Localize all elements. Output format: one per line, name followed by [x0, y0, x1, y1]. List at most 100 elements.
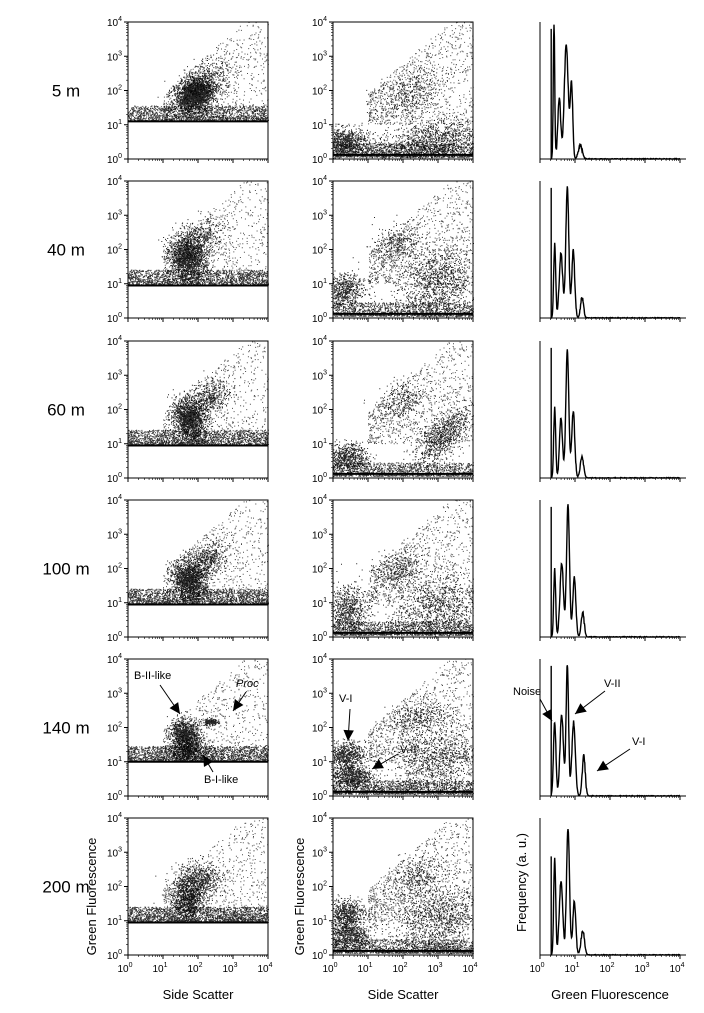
gate-blank: [128, 285, 268, 318]
y-tick-exponent: 4: [118, 653, 122, 660]
histogram-panel: [539, 181, 686, 322]
annotation-arrow-head: [597, 760, 609, 771]
y-tick-label: 104: [312, 175, 327, 188]
y-tick-label: 104: [107, 175, 122, 188]
depth-label: 60 m: [47, 401, 85, 420]
y-tick-exponent: 3: [118, 846, 122, 853]
y-axis-label: Green Fluorescence: [292, 838, 307, 956]
histogram-line: [550, 504, 681, 639]
x-tick-exponent: 0: [541, 962, 545, 969]
event-dots: [333, 752, 387, 795]
annotation-arrow-head: [542, 709, 552, 721]
y-tick-exponent: 4: [118, 16, 122, 23]
y-tick-exponent: 0: [118, 153, 122, 160]
y-tick-exponent: 4: [118, 175, 122, 182]
y-tick-label: 102: [107, 85, 122, 98]
x-tick-label: 103: [634, 962, 649, 975]
y-tick-exponent: 3: [323, 846, 327, 853]
x-tick-label: 103: [427, 962, 442, 975]
y-tick-label: 100: [312, 949, 327, 962]
event-dots: [167, 532, 240, 596]
event-dots: [372, 220, 474, 319]
y-tick-exponent: 1: [118, 597, 122, 604]
annotations: B-II-like Proc B-I-like V-I V-II Noise V-II V-I: [134, 670, 645, 786]
event-dots: [361, 866, 474, 955]
y-tick-exponent: 3: [323, 369, 327, 376]
event-dots: [333, 913, 383, 954]
event-dots: [368, 818, 474, 922]
event-dots: [175, 369, 242, 428]
y-tick-label: 103: [312, 209, 327, 222]
y-tick-exponent: 2: [323, 563, 327, 570]
y-tick-label: 101: [312, 278, 327, 291]
y-tick-exponent: 0: [323, 153, 327, 160]
event-dots: [363, 372, 436, 436]
y-tick-exponent: 4: [118, 335, 122, 342]
y-tick-label: 102: [312, 881, 327, 894]
y-tick-label: 102: [312, 404, 327, 417]
y-tick-label: 104: [107, 653, 122, 666]
y-tick-exponent: 3: [323, 50, 327, 57]
histogram-panel: [539, 500, 686, 641]
event-dots: [173, 50, 240, 109]
x-tick-exponent: 4: [269, 962, 273, 969]
gate-blank: [128, 761, 268, 796]
y-tick-exponent: 2: [323, 404, 327, 411]
y-tick-exponent: 1: [323, 119, 327, 126]
y-tick-label: 100: [312, 472, 327, 485]
y-tick-exponent: 4: [323, 175, 327, 182]
y-tick-exponent: 4: [323, 494, 327, 501]
annotation-arrow-head: [372, 759, 384, 769]
x-axis-label: Green Fluorescence: [551, 987, 669, 1002]
annotation-label: B-I-like: [204, 774, 238, 786]
annotation-label: V-I: [339, 693, 352, 705]
y-tick-label: 100: [312, 631, 327, 644]
y-tick-label: 101: [312, 597, 327, 610]
histogram-line: [550, 24, 681, 161]
event-dots: [333, 563, 379, 638]
y-tick-label: 102: [107, 881, 122, 894]
y-tick-label: 103: [312, 528, 327, 541]
gate-blank: [128, 445, 268, 478]
y-tick-exponent: 4: [118, 494, 122, 501]
y-tick-label: 104: [107, 812, 122, 825]
event-dots: [388, 399, 474, 473]
y-tick-exponent: 0: [323, 472, 327, 479]
annotation-arrow-head: [575, 703, 587, 714]
y-tick-exponent: 0: [118, 790, 122, 797]
y-tick-exponent: 1: [323, 597, 327, 604]
y-tick-exponent: 4: [323, 335, 327, 342]
x-tick-label: 102: [392, 962, 407, 975]
y-tick-label: 103: [107, 50, 122, 63]
x-tick-label: 100: [529, 962, 544, 975]
y-tick-exponent: 1: [323, 278, 327, 285]
x-tick-exponent: 3: [646, 962, 650, 969]
event-dots: [128, 906, 269, 923]
x-tick-exponent: 0: [129, 962, 133, 969]
annotation-label: V-I: [632, 736, 645, 748]
gate-blank: [128, 922, 268, 955]
y-tick-exponent: 0: [323, 631, 327, 638]
depth-label: 40 m: [47, 241, 85, 260]
event-dots: [333, 439, 380, 477]
y-tick-label: 103: [312, 369, 327, 382]
annotation-label: Noise: [513, 686, 541, 698]
event-dots: [333, 257, 376, 315]
y-tick-exponent: 0: [323, 949, 327, 956]
y-tick-label: 104: [107, 16, 122, 29]
x-tick-label: 104: [462, 962, 477, 975]
event-dots: [197, 716, 227, 727]
x-axis-label: Side Scatter: [368, 987, 439, 1002]
x-axis-label: Side Scatter: [163, 987, 234, 1002]
y-tick-exponent: 3: [118, 209, 122, 216]
event-dots: [333, 103, 474, 160]
y-tick-label: 104: [312, 16, 327, 29]
x-tick-exponent: 1: [164, 962, 168, 969]
y-tick-exponent: 2: [118, 722, 122, 729]
